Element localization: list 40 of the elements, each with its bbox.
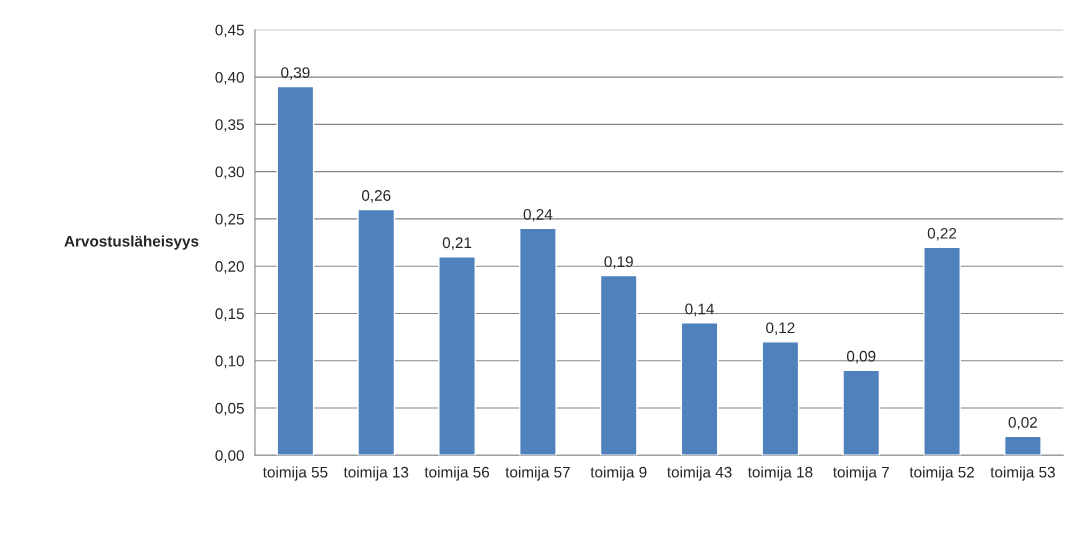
data-label: 0,02 (1008, 416, 1037, 430)
x-tick-label: toimija 56 (424, 466, 490, 481)
x-tick-label: toimija 52 (909, 466, 974, 481)
x-tick-label: toimija 57 (505, 466, 570, 481)
x-tick-label: toimija 13 (343, 466, 409, 481)
y-tick-label: 0,05 (215, 402, 244, 416)
y-tick-label: 0,15 (215, 308, 244, 321)
y-tick-label: 0,45 (215, 24, 244, 38)
bar (438, 256, 476, 456)
data-label: 0,19 (604, 256, 633, 269)
bar (680, 322, 719, 456)
data-label: 0,21 (442, 237, 472, 250)
bar (842, 369, 881, 456)
bar (1004, 435, 1042, 456)
data-label: 0,12 (766, 322, 795, 336)
x-tick-label: toimija 55 (262, 466, 328, 481)
data-label: 0,39 (281, 67, 310, 80)
y-tick-label: 0,35 (215, 119, 244, 132)
x-tick-label: toimija 53 (990, 466, 1055, 481)
data-label: 0,09 (846, 350, 876, 364)
data-label: 0,22 (927, 227, 957, 241)
bar (357, 208, 396, 456)
bar (923, 246, 961, 456)
y-axis-title: Arvostusläheisyys (64, 235, 199, 250)
x-tick-label: toimija 43 (667, 466, 732, 481)
y-tick-label: 0,40 (215, 71, 244, 85)
y-tick-label: 0,20 (215, 261, 244, 274)
bar (761, 341, 800, 456)
y-tick-label: 0,00 (215, 450, 244, 463)
bar (599, 274, 638, 456)
data-label: 0,26 (361, 190, 391, 203)
y-tick-label: 0,10 (215, 355, 244, 369)
x-tick-label: toimija 18 (747, 466, 813, 481)
y-tick-label: 0,25 (215, 213, 244, 227)
bar (276, 85, 315, 456)
x-tick-label: toimija 9 (590, 466, 647, 481)
bar (519, 227, 557, 456)
x-tick-label: toimija 7 (833, 466, 889, 481)
data-label: 0,24 (523, 208, 553, 222)
y-tick-label: 0,30 (215, 166, 244, 180)
